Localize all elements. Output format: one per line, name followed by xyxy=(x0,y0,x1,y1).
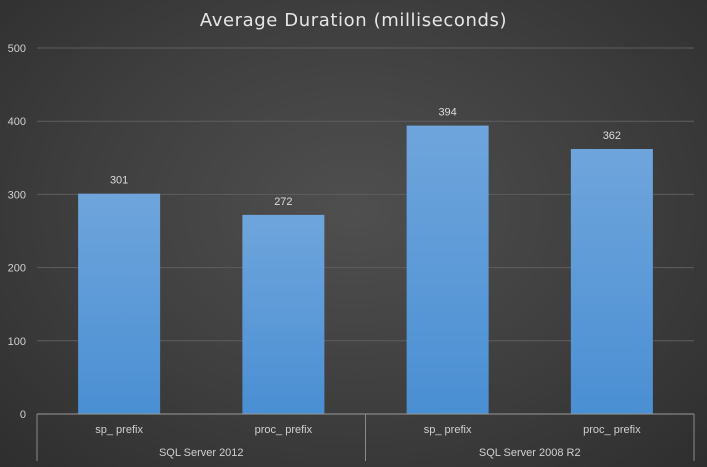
chart-title: Average Duration (milliseconds) xyxy=(199,10,508,31)
data-label: 301 xyxy=(110,175,128,187)
x-axis: sp_ prefix proc_ prefix sp_ prefix proc_ pr… xyxy=(36,413,695,461)
data-label: 272 xyxy=(274,196,292,208)
bar xyxy=(242,214,325,414)
bar xyxy=(78,193,161,414)
bars xyxy=(78,125,653,415)
data-label: 362 xyxy=(603,130,621,142)
y-tick-label: 500 xyxy=(8,43,26,55)
y-tick-label: 400 xyxy=(8,116,26,128)
category-label: proc_ prefix xyxy=(583,424,641,436)
y-tick-label: 200 xyxy=(8,263,26,275)
data-label: 394 xyxy=(438,107,456,119)
group-label: SQL Server 2008 R2 xyxy=(479,447,581,459)
group-label: SQL Server 2012 xyxy=(159,447,244,459)
y-tick-label: 0 xyxy=(20,409,26,421)
data-labels: 301 272 394 362 xyxy=(110,107,621,208)
category-label: proc_ prefix xyxy=(255,424,313,436)
bar xyxy=(406,125,489,414)
y-tick-label: 300 xyxy=(8,189,26,201)
bar xyxy=(570,149,653,415)
y-axis-ticks: 0 100 200 300 400 500 xyxy=(8,43,26,421)
category-label: sp_ prefix xyxy=(424,424,472,436)
category-label: sp_ prefix xyxy=(95,424,143,436)
y-tick-label: 100 xyxy=(8,336,26,348)
